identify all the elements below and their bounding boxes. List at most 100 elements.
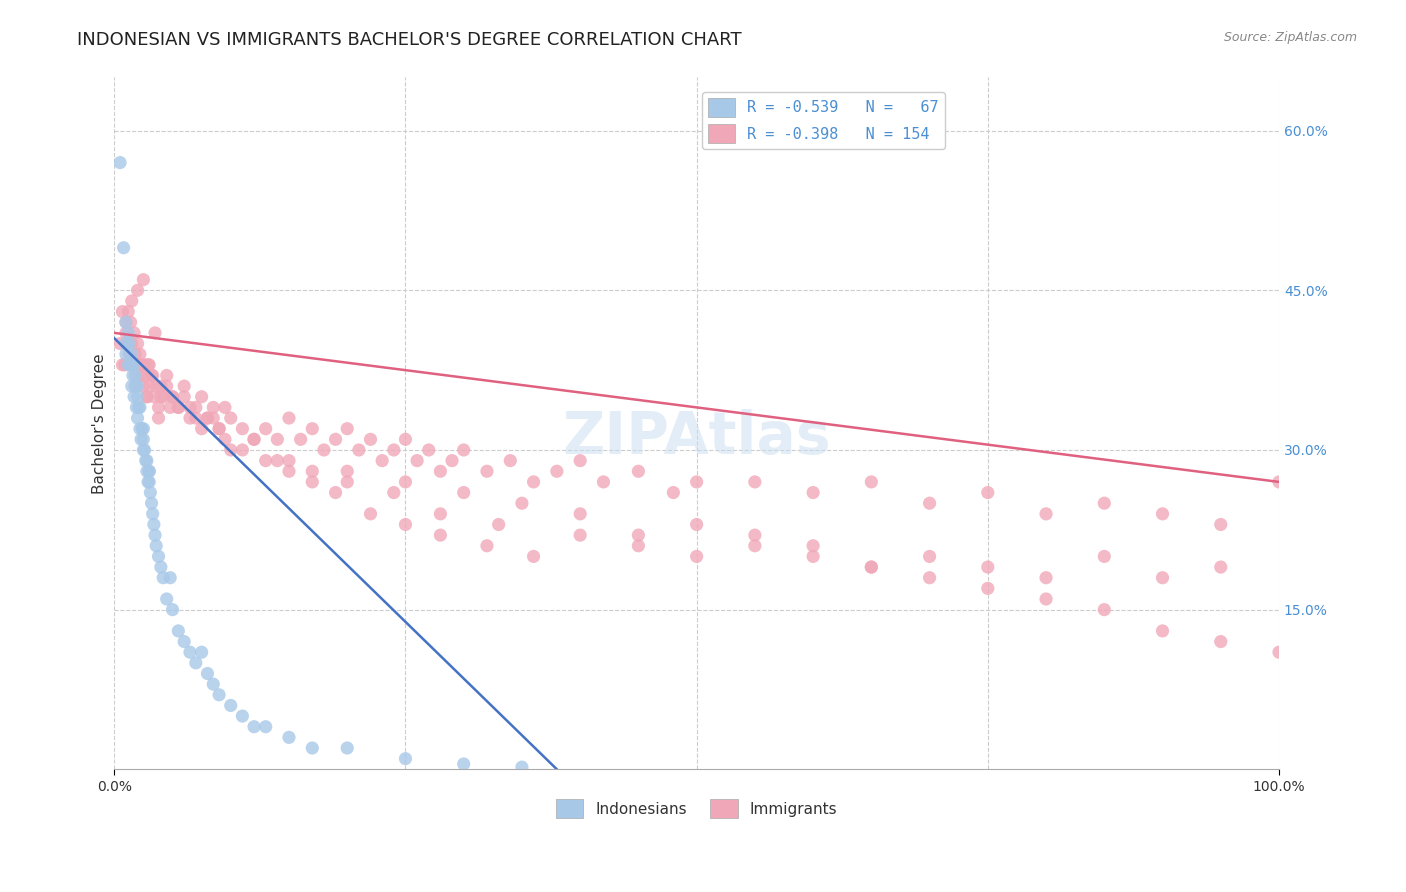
- Point: [301, 741, 323, 756]
- Point: [149, 560, 172, 574]
- Point: [129, 433, 152, 447]
- Point: [499, 453, 522, 467]
- Point: [162, 390, 184, 404]
- Point: [179, 411, 201, 425]
- Point: [117, 336, 139, 351]
- Point: [441, 453, 464, 467]
- Point: [111, 358, 134, 372]
- Point: [1092, 602, 1115, 616]
- Point: [801, 549, 824, 564]
- Point: [152, 390, 174, 404]
- Point: [243, 720, 266, 734]
- Point: [179, 401, 201, 415]
- Point: [1035, 571, 1057, 585]
- Point: [112, 241, 135, 255]
- Point: [145, 539, 167, 553]
- Point: [219, 698, 242, 713]
- Point: [167, 401, 190, 415]
- Point: [522, 475, 544, 489]
- Point: [219, 442, 242, 457]
- Point: [131, 422, 153, 436]
- Point: [569, 453, 592, 467]
- Point: [142, 517, 165, 532]
- Point: [149, 379, 172, 393]
- Point: [136, 475, 159, 489]
- Point: [167, 624, 190, 638]
- Point: [108, 155, 131, 169]
- Point: [134, 442, 156, 457]
- Point: [132, 433, 155, 447]
- Point: [744, 528, 766, 542]
- Point: [159, 401, 181, 415]
- Point: [127, 283, 149, 297]
- Point: [149, 390, 172, 404]
- Point: [685, 549, 707, 564]
- Point: [860, 475, 883, 489]
- Point: [127, 411, 149, 425]
- Point: [120, 358, 142, 372]
- Legend: Indonesians, Immigrants: Indonesians, Immigrants: [550, 793, 844, 824]
- Point: [685, 517, 707, 532]
- Text: ZIPAtlas: ZIPAtlas: [562, 409, 831, 466]
- Point: [148, 411, 170, 425]
- Point: [141, 496, 163, 510]
- Point: [278, 411, 301, 425]
- Point: [190, 645, 212, 659]
- Point: [197, 411, 219, 425]
- Point: [132, 442, 155, 457]
- Point: [134, 358, 156, 372]
- Point: [977, 560, 1000, 574]
- Point: [167, 401, 190, 415]
- Point: [977, 582, 1000, 596]
- Point: [801, 485, 824, 500]
- Point: [129, 401, 152, 415]
- Point: [190, 422, 212, 436]
- Point: [127, 379, 149, 393]
- Point: [685, 475, 707, 489]
- Point: [120, 315, 142, 329]
- Point: [801, 539, 824, 553]
- Point: [131, 358, 153, 372]
- Point: [627, 464, 650, 478]
- Point: [135, 390, 157, 404]
- Point: [202, 677, 225, 691]
- Point: [429, 528, 451, 542]
- Point: [1035, 507, 1057, 521]
- Point: [179, 645, 201, 659]
- Point: [394, 433, 416, 447]
- Point: [312, 442, 335, 457]
- Point: [254, 453, 277, 467]
- Point: [208, 422, 231, 436]
- Point: [129, 347, 152, 361]
- Point: [1035, 592, 1057, 607]
- Point: [360, 507, 382, 521]
- Point: [243, 433, 266, 447]
- Point: [132, 379, 155, 393]
- Point: [108, 336, 131, 351]
- Point: [231, 709, 253, 723]
- Point: [1092, 549, 1115, 564]
- Point: [197, 666, 219, 681]
- Point: [125, 368, 148, 383]
- Point: [156, 592, 179, 607]
- Point: [301, 464, 323, 478]
- Point: [159, 571, 181, 585]
- Point: [162, 602, 184, 616]
- Point: [202, 401, 225, 415]
- Point: [115, 326, 138, 340]
- Point: [860, 560, 883, 574]
- Point: [336, 475, 359, 489]
- Point: [121, 358, 143, 372]
- Point: [141, 368, 163, 383]
- Point: [148, 401, 170, 415]
- Point: [394, 517, 416, 532]
- Point: [918, 496, 941, 510]
- Point: [592, 475, 614, 489]
- Point: [135, 453, 157, 467]
- Point: [111, 304, 134, 318]
- Point: [744, 475, 766, 489]
- Point: [266, 433, 288, 447]
- Point: [139, 485, 162, 500]
- Point: [184, 411, 207, 425]
- Point: [394, 475, 416, 489]
